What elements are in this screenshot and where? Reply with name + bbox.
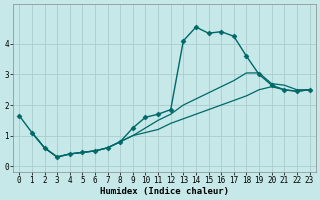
X-axis label: Humidex (Indice chaleur): Humidex (Indice chaleur): [100, 187, 229, 196]
